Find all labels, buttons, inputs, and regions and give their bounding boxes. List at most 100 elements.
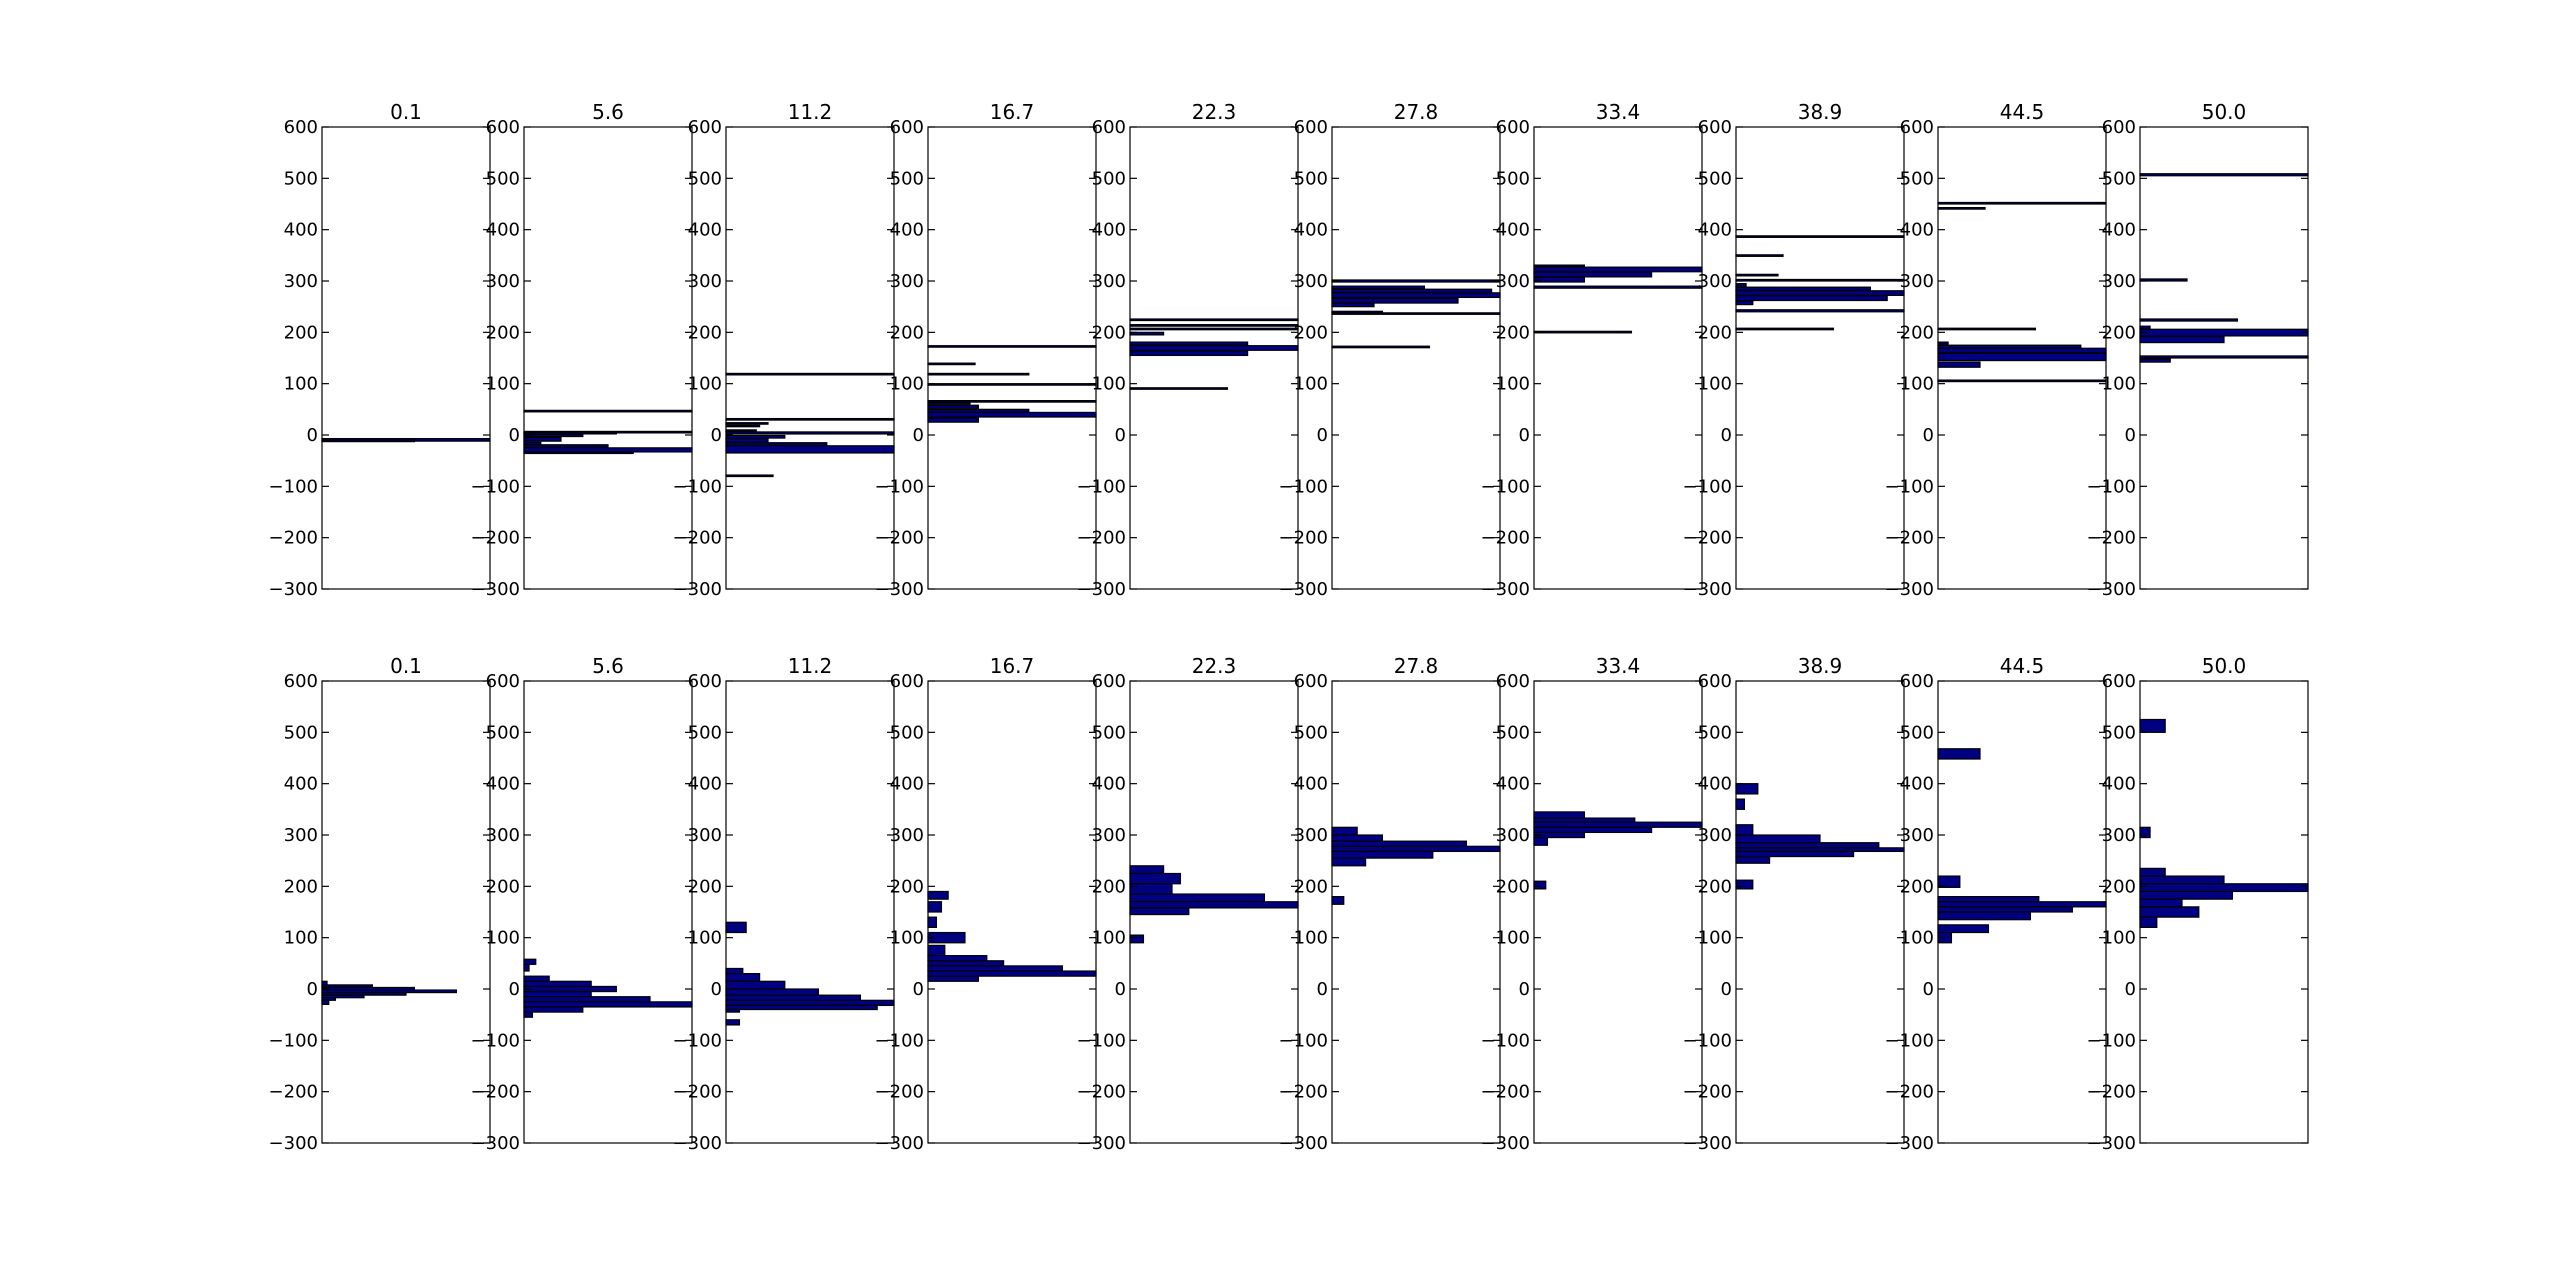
histogram-bar — [321, 999, 330, 1006]
histogram-bar — [725, 1008, 741, 1013]
histogram-bar — [2139, 335, 2225, 344]
axes-frame — [725, 680, 895, 1144]
y-tick-label: 200 — [890, 876, 924, 897]
y-tick-label: 400 — [486, 774, 520, 795]
histogram-bar — [523, 441, 542, 445]
y-tick-label: −200 — [2087, 528, 2136, 549]
y-tick-label: 500 — [1900, 168, 1934, 189]
axes-frame — [2139, 126, 2309, 590]
y-tick-label: 100 — [1496, 928, 1530, 949]
y-tick-label: −100 — [875, 1030, 924, 1051]
panel-title: 16.7 — [990, 100, 1035, 124]
histogram-bar — [1129, 865, 1165, 875]
histogram-bar — [523, 1001, 693, 1008]
panel-title: 44.5 — [2000, 654, 2045, 678]
histogram-bar — [523, 444, 609, 448]
y-tick-label: 400 — [688, 774, 722, 795]
histogram-bar — [1533, 285, 1703, 289]
panel-title: 44.5 — [2000, 100, 2045, 124]
y-tick-label: −100 — [1481, 476, 1530, 497]
axes-frame — [1533, 126, 1703, 590]
y-tick-label: 100 — [1900, 374, 1934, 395]
histogram-bar — [927, 975, 980, 982]
histogram-panel-r1-c8: 44.5 −300 −200 −100 0 100 200 300 400 500 600 — [1885, 654, 2107, 1154]
axes-frame — [2139, 680, 2309, 1144]
histogram-bar — [1735, 278, 1905, 282]
y-tick-label: 200 — [1900, 322, 1934, 343]
y-tick-label: 200 — [2102, 322, 2136, 343]
histogram-bar — [927, 411, 1097, 418]
y-tick-label: 300 — [688, 825, 722, 846]
y-tick-label: −100 — [471, 1030, 520, 1051]
y-tick-label: 500 — [1294, 168, 1328, 189]
y-tick-label: 500 — [1698, 168, 1732, 189]
histogram-bar — [725, 437, 769, 443]
y-tick-label: 600 — [1698, 117, 1732, 138]
y-tick-label: 400 — [1092, 774, 1126, 795]
y-tick-label: 100 — [1294, 374, 1328, 395]
y-tick-label: −300 — [1279, 1133, 1328, 1154]
histogram-panel-r1-c6: 33.4 −300 −200 −100 0 100 200 300 400 500 600 — [1481, 654, 1703, 1154]
histogram-bar — [1331, 857, 1367, 867]
histogram-bar — [927, 955, 988, 962]
panel-title: 0.1 — [390, 100, 422, 124]
histogram-bar — [1937, 341, 1949, 345]
histogram-bar — [1533, 821, 1703, 828]
histogram-bar — [1533, 817, 1636, 823]
histogram-panel-r0-c1: 5.6 −300 −200 −100 0 100 200 300 400 500 600 — [471, 100, 693, 600]
y-tick-label: 0 — [913, 979, 924, 1000]
histogram-bar — [1129, 318, 1299, 322]
histogram-bar — [725, 972, 761, 982]
y-tick-label: 300 — [1900, 271, 1934, 292]
histogram-bar — [1533, 811, 1586, 819]
y-tick-label: −300 — [875, 579, 924, 600]
y-tick-label: 300 — [688, 271, 722, 292]
histogram-bar — [927, 417, 980, 423]
axes-frame — [927, 126, 1097, 590]
y-tick-label: 400 — [688, 220, 722, 241]
histogram-bar — [2139, 916, 2158, 929]
histogram-bar — [523, 980, 592, 988]
histogram-bar — [1331, 834, 1384, 842]
y-tick-label: 500 — [284, 168, 318, 189]
histogram-bar — [1533, 836, 1549, 846]
y-tick-label: −300 — [269, 579, 318, 600]
histogram-bar — [1735, 327, 1835, 331]
y-tick-label: 400 — [890, 774, 924, 795]
histogram-bar — [1735, 783, 1759, 795]
y-tick-label: 500 — [1294, 722, 1328, 743]
y-tick-label: 500 — [1496, 168, 1530, 189]
histogram-bar — [725, 424, 761, 428]
y-tick-label: 0 — [913, 425, 924, 446]
y-tick-label: 400 — [1698, 220, 1732, 241]
y-tick-label: 600 — [1092, 117, 1126, 138]
histogram-bar — [1129, 901, 1299, 909]
histogram-bar — [1129, 893, 1265, 903]
y-tick-label: 100 — [284, 374, 318, 395]
y-tick-label: 100 — [890, 928, 924, 949]
histogram-bar — [1735, 842, 1880, 849]
y-tick-label: 500 — [688, 168, 722, 189]
y-tick-label: 300 — [1698, 825, 1732, 846]
histogram-bar — [523, 958, 537, 965]
y-tick-label: −300 — [2087, 1133, 2136, 1154]
y-tick-label: 0 — [307, 425, 318, 446]
axes-frame — [1331, 680, 1501, 1144]
y-tick-label: 200 — [1294, 876, 1328, 897]
y-tick-label: 0 — [1923, 425, 1934, 446]
histogram-bar — [1533, 831, 1586, 839]
panel-title: 38.9 — [1798, 100, 1843, 124]
y-tick-label: 300 — [1092, 825, 1126, 846]
axes-frame — [927, 680, 1097, 1144]
panel-title: 5.6 — [592, 100, 624, 124]
histogram-bar — [1331, 288, 1493, 293]
y-tick-label: −300 — [1279, 579, 1328, 600]
y-tick-label: 100 — [486, 928, 520, 949]
y-tick-label: 200 — [1496, 322, 1530, 343]
histogram-bar — [523, 447, 693, 453]
y-tick-label: −200 — [1683, 528, 1732, 549]
y-tick-label: 0 — [711, 425, 722, 446]
y-tick-label: −200 — [471, 1082, 520, 1103]
y-tick-label: 0 — [509, 979, 520, 1000]
